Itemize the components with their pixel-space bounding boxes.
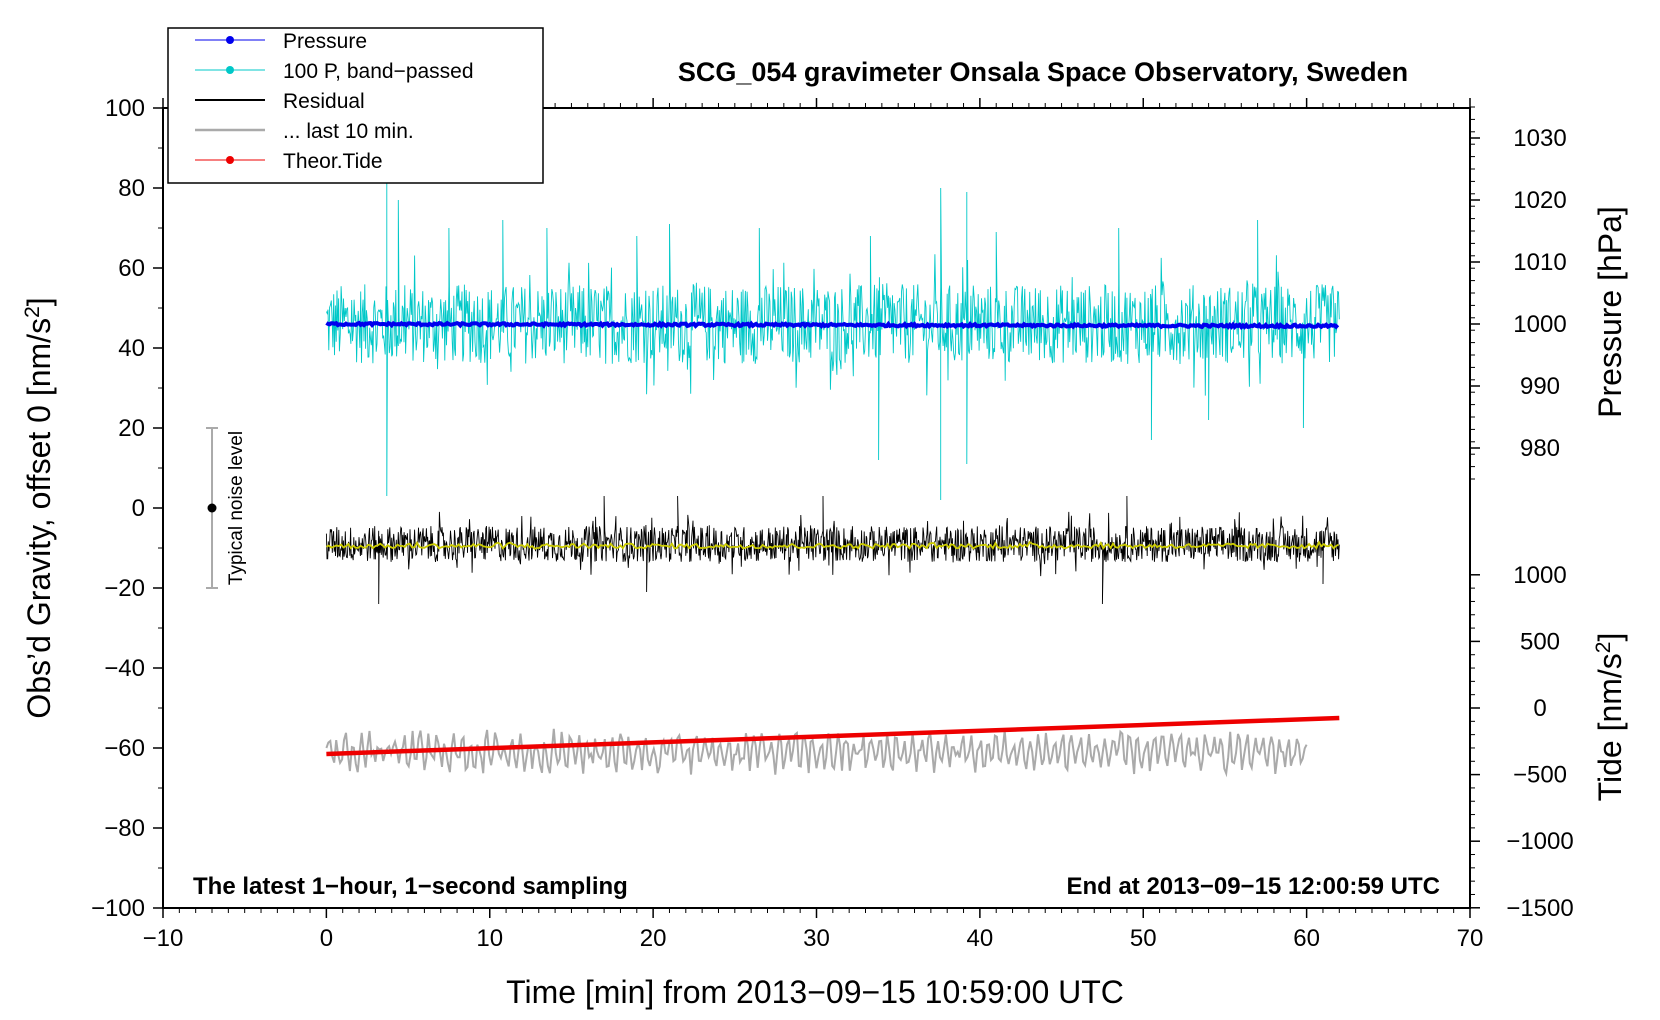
tide-tick-label: −1500 bbox=[1506, 895, 1573, 922]
y-tick-label-left: −40 bbox=[104, 655, 145, 682]
x-tick-label: 30 bbox=[803, 925, 830, 952]
legend-label: Theor.Tide bbox=[283, 150, 383, 173]
x-tick-label: 60 bbox=[1293, 925, 1320, 952]
noise-level-indicator: Typical noise level bbox=[206, 427, 247, 589]
y-tick-label-left: 40 bbox=[118, 335, 145, 362]
x-tick-label: 0 bbox=[320, 925, 333, 952]
series-residual-smoothed bbox=[326, 540, 1339, 550]
x-tick-label: −10 bbox=[143, 925, 184, 952]
y-tick-label-left: 80 bbox=[118, 175, 145, 202]
legend: Pressure 100 P, band−passed Residual ... la… bbox=[167, 27, 544, 184]
pressure-tick-label: 1000 bbox=[1513, 311, 1566, 338]
tide-tick-label: 1000 bbox=[1513, 562, 1566, 589]
y-axis-label-tide-main: Tide [nm/s bbox=[1592, 653, 1628, 801]
plot-frame bbox=[162, 107, 1471, 909]
series-last-10-min bbox=[325, 728, 1308, 778]
y-axis-label-tide-end: ] bbox=[1592, 633, 1628, 642]
y-tick-label-left: −80 bbox=[104, 815, 145, 842]
y-axis-label-pressure: Pressure [hPa] bbox=[1592, 206, 1628, 418]
y-tick-label-left: 20 bbox=[118, 415, 145, 442]
noise-level-point bbox=[207, 503, 217, 513]
annotation-bottom-right: End at 2013−09−15 12:00:59 UTC bbox=[1066, 873, 1440, 900]
y-axis-label-left-end: ] bbox=[21, 297, 57, 306]
legend-marker bbox=[226, 66, 234, 74]
x-tick-label: 70 bbox=[1457, 925, 1484, 952]
y-tick-label-left: −20 bbox=[104, 575, 145, 602]
pressure-tick-label: 1030 bbox=[1513, 125, 1566, 152]
tide-tick-label: 500 bbox=[1520, 628, 1560, 655]
legend-label: Residual bbox=[283, 90, 365, 113]
y-axis-label-left: Obs’d Gravity, offset 0 [nm/s2] bbox=[21, 297, 58, 718]
y-axis-label-left-main: Obs’d Gravity, offset 0 [nm/s bbox=[21, 318, 57, 719]
tick-marks: −10 0 10 20 30 40 50 60 70−100−80−60−40−20020406… bbox=[91, 95, 1574, 952]
legend-label: Pressure bbox=[283, 30, 367, 53]
pressure-tick-label: 1020 bbox=[1513, 187, 1566, 214]
annotation-bottom-left: The latest 1−hour, 1−second sampling bbox=[193, 873, 628, 900]
x-tick-label: 40 bbox=[967, 925, 994, 952]
y-tick-label-left: 0 bbox=[132, 495, 145, 522]
series-pressure bbox=[325, 320, 1340, 331]
noise-level-label: Typical noise level bbox=[226, 431, 247, 585]
chart-title: SCG_054 gravimeter Onsala Space Observat… bbox=[678, 57, 1408, 87]
y-tick-label-left: −100 bbox=[91, 895, 145, 922]
legend-marker bbox=[226, 36, 234, 44]
x-tick-label: 10 bbox=[476, 925, 503, 952]
data-series-layer bbox=[325, 180, 1340, 778]
x-axis-label: Time [min] from 2013−09−15 10:59:00 UTC bbox=[506, 974, 1124, 1010]
pressure-tick-label: 1010 bbox=[1513, 249, 1566, 276]
tide-tick-label: −1000 bbox=[1506, 828, 1573, 855]
y-tick-label-left: −60 bbox=[104, 735, 145, 762]
legend-label: ... last 10 min. bbox=[283, 120, 414, 143]
tide-tick-label: −500 bbox=[1513, 762, 1567, 789]
y-axis-label-tide: Tide [nm/s2] bbox=[1592, 633, 1629, 802]
y-axis-label-left-sup: 2 bbox=[21, 306, 44, 318]
legend-label: 100 P, band−passed bbox=[283, 60, 474, 83]
tide-tick-label: 0 bbox=[1533, 695, 1546, 722]
series-residual bbox=[325, 495, 1340, 605]
pressure-tick-label: 980 bbox=[1520, 435, 1560, 462]
pressure-tick-label: 990 bbox=[1520, 373, 1560, 400]
y-axis-label-tide-sup: 2 bbox=[1592, 642, 1615, 654]
series-band-passed-pressure bbox=[325, 180, 1340, 500]
x-tick-label: 50 bbox=[1130, 925, 1157, 952]
legend-marker bbox=[226, 156, 234, 164]
y-tick-label-left: 60 bbox=[118, 255, 145, 282]
series-theor-tide bbox=[326, 715, 1340, 757]
y-tick-label-left: 100 bbox=[105, 95, 145, 122]
x-tick-label: 20 bbox=[640, 925, 667, 952]
